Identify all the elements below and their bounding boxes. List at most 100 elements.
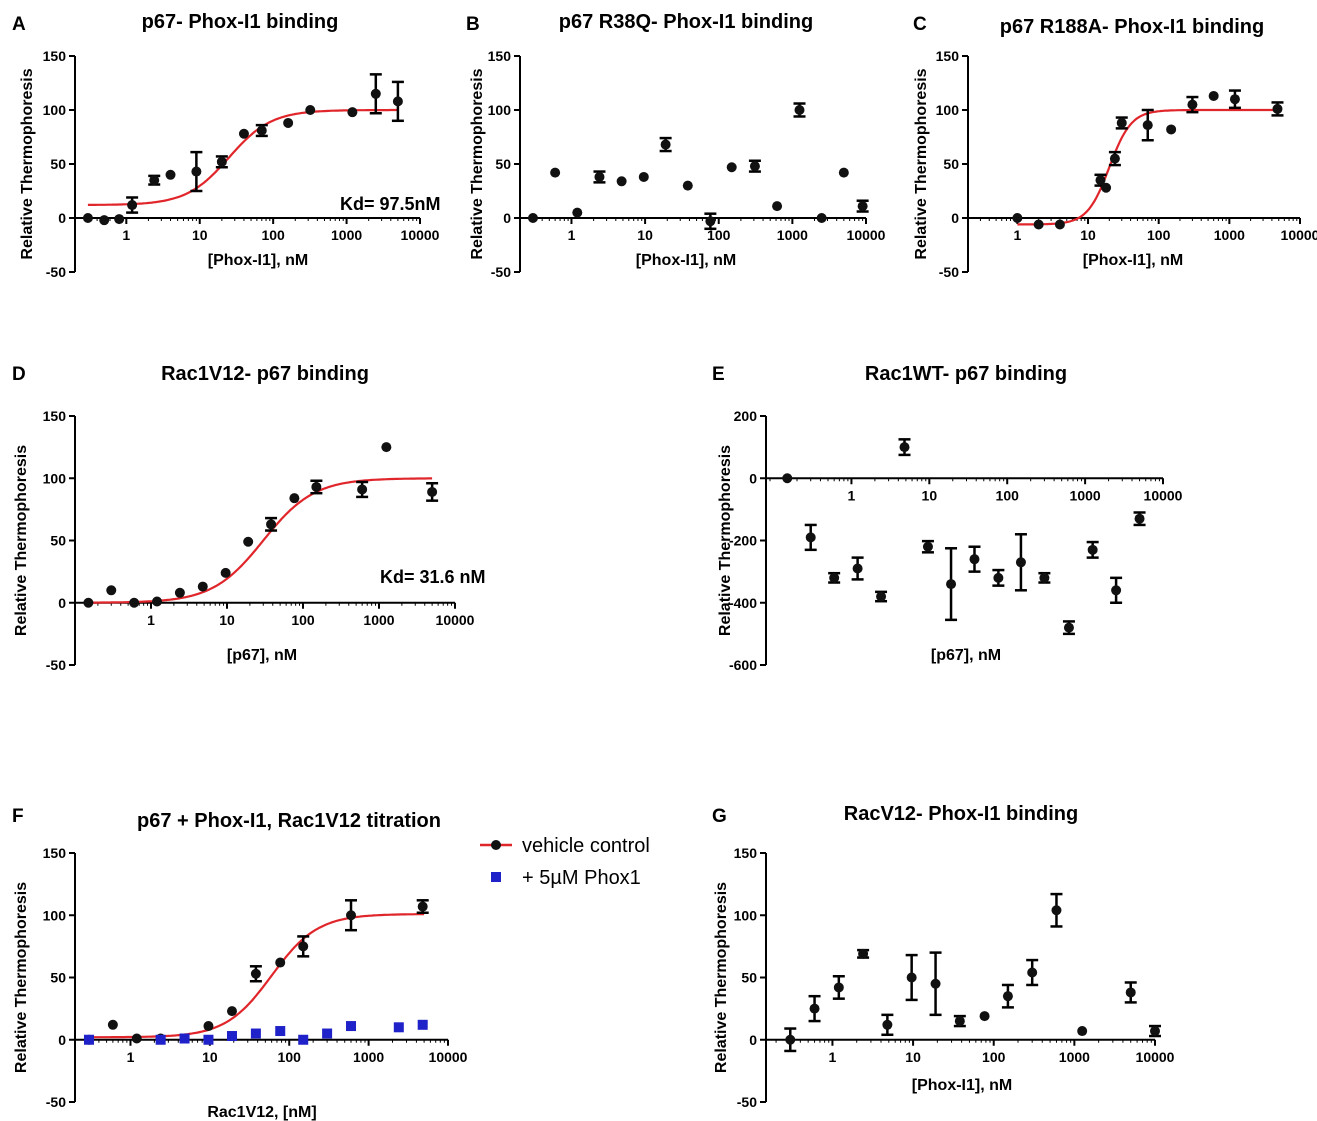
panel-letter: A bbox=[12, 14, 26, 35]
x-tick-label: 1000 bbox=[331, 227, 362, 243]
legend-label: vehicle control bbox=[522, 835, 650, 857]
x-tick-label: 1 bbox=[122, 227, 130, 243]
x-tick-label: 10000 bbox=[401, 227, 440, 243]
data-point bbox=[1012, 213, 1023, 223]
data-point bbox=[250, 968, 261, 979]
chart-title: p67 R188A- Phox-I1 binding bbox=[1000, 16, 1264, 38]
x-tick-label: 1000 bbox=[363, 612, 394, 628]
x-tick-label: 1 bbox=[568, 227, 576, 243]
x-tick-label: 10 bbox=[219, 612, 235, 628]
x-tick-label: 1000 bbox=[353, 1049, 384, 1065]
data-point bbox=[381, 442, 392, 453]
data-point bbox=[1166, 124, 1177, 135]
y-tick-label: 50 bbox=[50, 156, 66, 172]
fit-curve bbox=[89, 913, 425, 1039]
data-point bbox=[829, 572, 840, 583]
data-point bbox=[857, 201, 868, 212]
data-point-square bbox=[417, 1019, 428, 1030]
data-point bbox=[1051, 905, 1062, 916]
x-tick-label: 1 bbox=[127, 1049, 135, 1065]
panel-d: D Rac1V12- p67 binding -50 0 50 100 150 1 10 100 1… bbox=[12, 363, 486, 673]
data-point bbox=[256, 125, 267, 136]
legend-item: + 5µM Phox1 bbox=[491, 867, 641, 889]
y-tick-label: -50 bbox=[939, 264, 959, 280]
data-point bbox=[930, 978, 941, 989]
data-point bbox=[289, 493, 300, 504]
x-tick-label: 1 bbox=[1013, 227, 1021, 243]
y-tick-label: 0 bbox=[503, 210, 511, 226]
data-point bbox=[370, 88, 381, 99]
data-point-square bbox=[250, 1028, 261, 1039]
y-tick-label: 100 bbox=[43, 102, 67, 118]
data-point bbox=[969, 554, 980, 565]
data-point-square bbox=[346, 1021, 357, 1032]
y-tick-label: -400 bbox=[729, 595, 757, 611]
data-point bbox=[946, 579, 957, 590]
x-tick-label: 100 bbox=[291, 612, 315, 628]
data-point bbox=[833, 982, 844, 993]
x-tick-label: 10000 bbox=[1281, 227, 1317, 243]
y-tick-label: 50 bbox=[50, 970, 66, 986]
data-point bbox=[1187, 99, 1198, 110]
data-point bbox=[298, 941, 309, 952]
data-point bbox=[1134, 513, 1145, 524]
data-point bbox=[1002, 991, 1013, 1002]
legend-marker-circle bbox=[491, 840, 501, 850]
y-axis-label: Relative Thermophoresis bbox=[717, 445, 734, 636]
data-point-square bbox=[275, 1026, 286, 1037]
data-point bbox=[616, 176, 627, 187]
data-point bbox=[346, 910, 357, 921]
data-point bbox=[174, 587, 185, 598]
x-tick-label: 100 bbox=[261, 227, 285, 243]
data-point bbox=[906, 972, 917, 983]
data-point bbox=[1101, 182, 1112, 193]
data-point bbox=[131, 1033, 142, 1044]
y-axis-label: Relative Thermophoresis bbox=[913, 68, 930, 259]
data-point bbox=[638, 171, 649, 182]
y-tick-label: 50 bbox=[495, 156, 511, 172]
data-point bbox=[149, 175, 160, 186]
y-axis-label: Relative Thermophoresis bbox=[13, 445, 30, 636]
data-point-square bbox=[179, 1033, 190, 1044]
x-tick-label: 10 bbox=[905, 1049, 921, 1065]
chart-title: Rac1V12- p67 binding bbox=[161, 363, 369, 385]
data-point bbox=[838, 167, 849, 178]
data-point bbox=[726, 162, 737, 173]
x-axis-label: [Phox-I1], nM bbox=[636, 252, 736, 269]
data-point bbox=[82, 213, 93, 223]
x-axis-label: Rac1V12, [nM] bbox=[207, 1104, 316, 1121]
data-point bbox=[83, 597, 94, 608]
data-point bbox=[114, 214, 125, 225]
data-point bbox=[275, 957, 286, 968]
data-point bbox=[805, 532, 816, 543]
x-axis-label: [Phox-I1], nM bbox=[208, 252, 308, 269]
chart-title: RacV12- Phox-I1 binding bbox=[844, 803, 1078, 825]
y-tick-label: 200 bbox=[734, 408, 758, 424]
data-point bbox=[876, 591, 887, 602]
y-tick-label: 50 bbox=[943, 156, 959, 172]
x-axis-label: [Phox-I1], nM bbox=[912, 1077, 1012, 1094]
y-tick-label: -200 bbox=[729, 533, 757, 549]
x-axis-label: [Phox-I1], nM bbox=[1083, 252, 1183, 269]
data-point bbox=[392, 96, 403, 107]
data-point bbox=[106, 585, 117, 596]
chart-title: p67 R38Q- Phox-I1 binding bbox=[559, 11, 813, 33]
data-point bbox=[216, 156, 227, 167]
x-tick-label: 1000 bbox=[1070, 487, 1101, 503]
panel-letter: E bbox=[712, 364, 725, 385]
data-point bbox=[922, 541, 933, 552]
y-tick-label: 0 bbox=[58, 210, 66, 226]
data-point bbox=[1033, 219, 1044, 230]
data-point bbox=[417, 901, 428, 912]
data-point bbox=[772, 201, 783, 212]
legend-item: vehicle control bbox=[480, 835, 650, 857]
y-tick-label: 0 bbox=[749, 1032, 757, 1048]
x-tick-label: 1000 bbox=[1059, 1049, 1090, 1065]
y-tick-label: -50 bbox=[737, 1094, 757, 1110]
data-point bbox=[682, 180, 693, 191]
fit-curve bbox=[87, 108, 398, 206]
